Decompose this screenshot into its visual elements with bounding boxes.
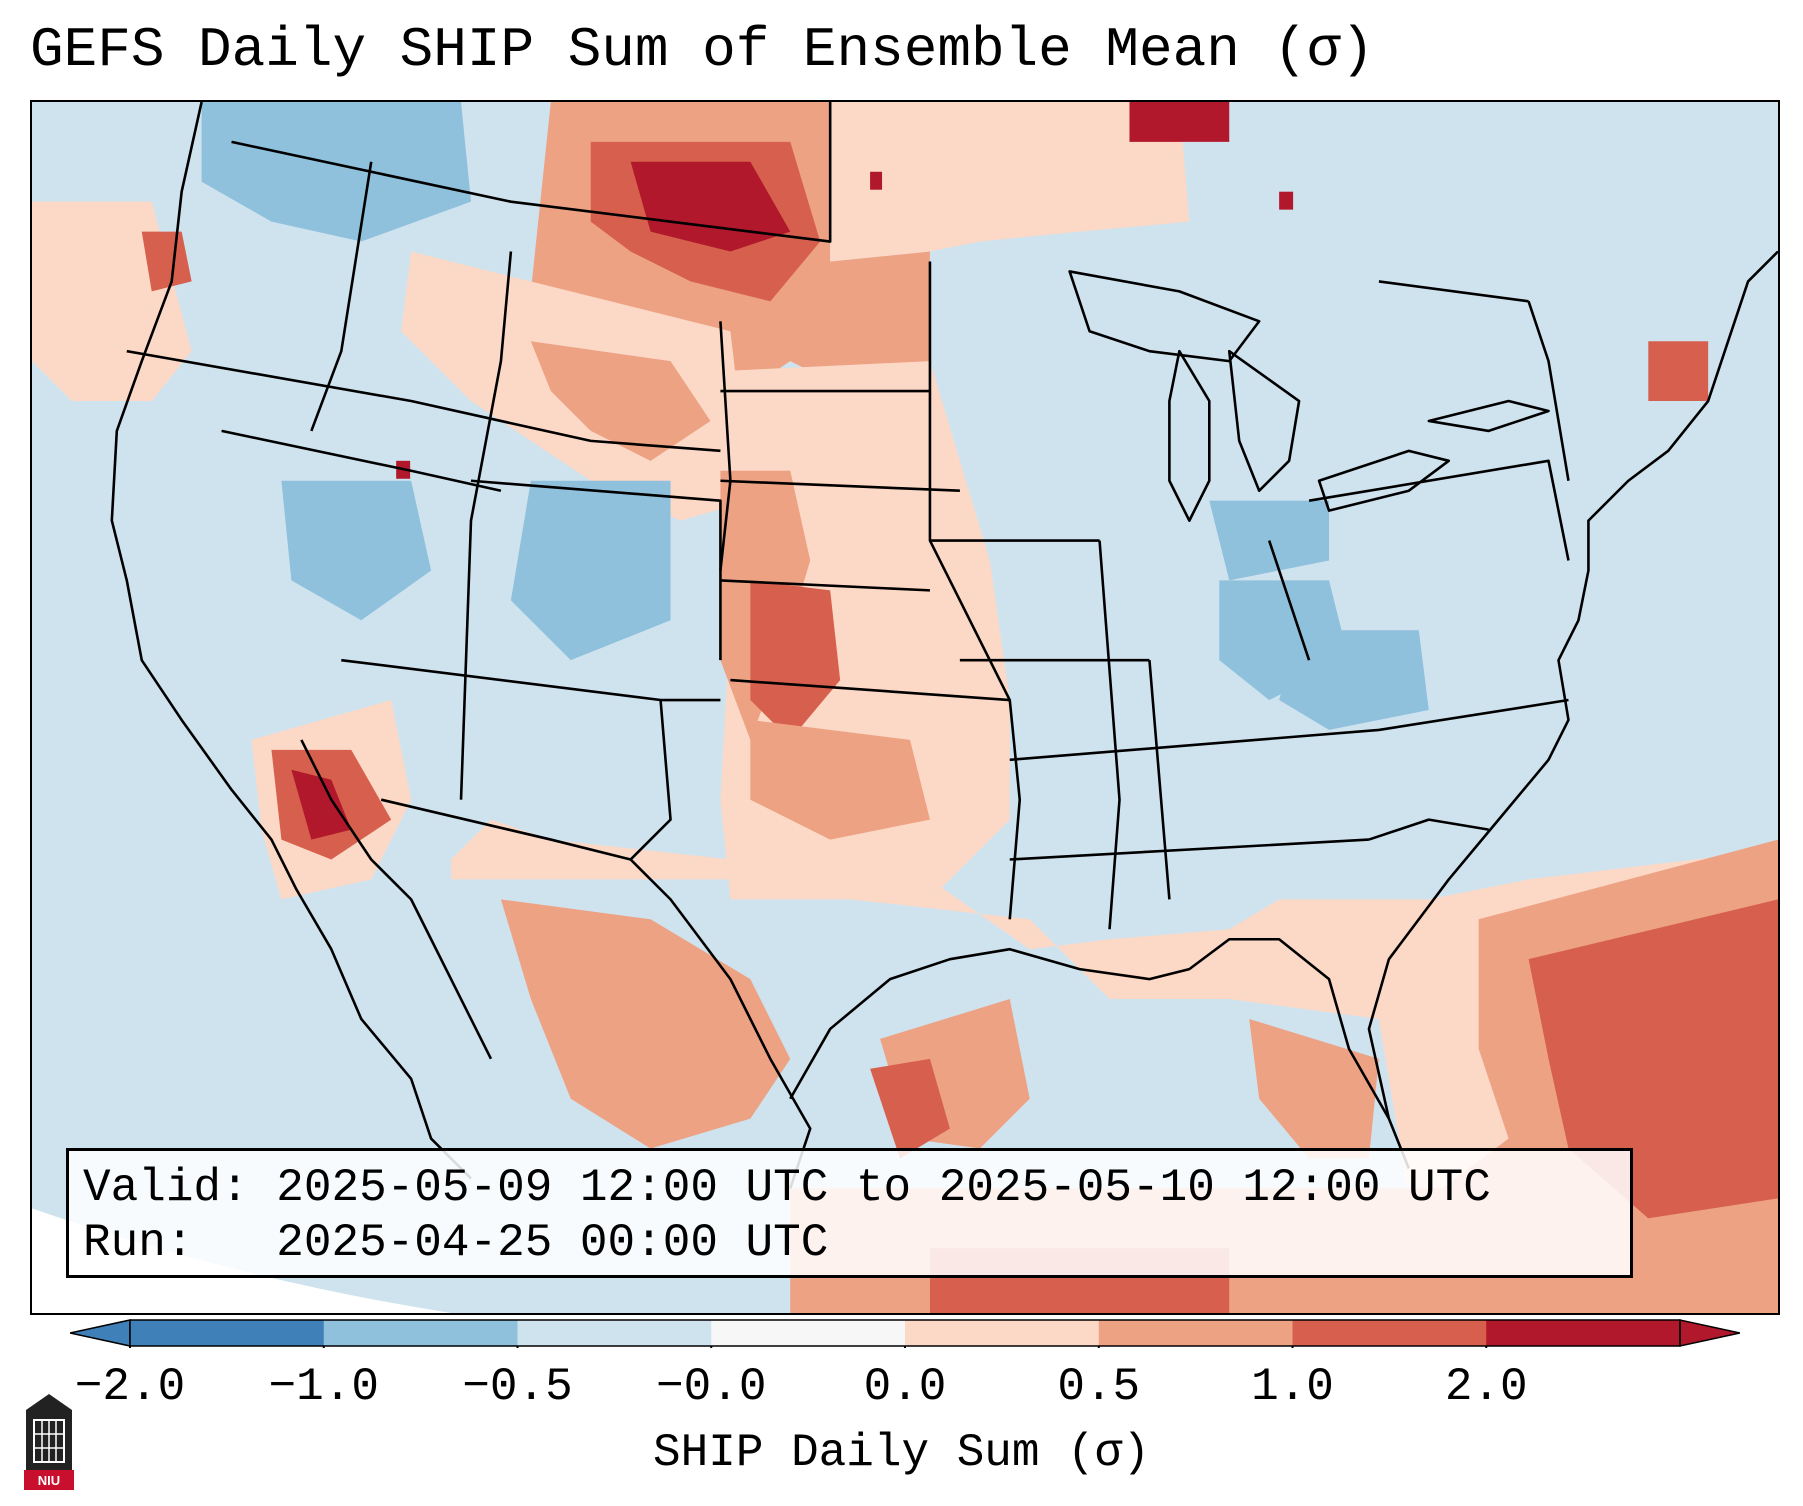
colorbar-segment — [323, 1320, 518, 1346]
run-row: Run: 2025-04-25 00:00 UTC — [83, 1216, 1616, 1271]
valid-row: Valid: 2025-05-09 12:00 UTC to 2025-05-1… — [83, 1161, 1616, 1216]
colorbar-tick-label: −2.0 — [74, 1361, 186, 1413]
colorbar-svg — [70, 1319, 1740, 1348]
anomaly-shading — [32, 102, 1778, 1313]
chart-title: GEFS Daily SHIP Sum of Ensemble Mean (σ) — [30, 18, 1375, 82]
state-boundaries — [110, 102, 1778, 1189]
colorbar-extend-high — [1679, 1319, 1740, 1347]
colorbar-segment — [905, 1320, 1100, 1346]
valid-label: Valid: — [83, 1162, 249, 1214]
colorbar-segment — [711, 1320, 906, 1346]
valid-value: 2025-05-09 12:00 UTC to 2025-05-10 12:00… — [276, 1162, 1491, 1214]
colorbar-segment — [1292, 1320, 1487, 1346]
colorbar — [70, 1318, 1740, 1348]
colorbar-segment — [130, 1320, 325, 1346]
colorbar-segment — [1486, 1320, 1681, 1346]
shaded-map — [32, 102, 1778, 1313]
colorbar-tick-label: 1.0 — [1251, 1361, 1334, 1413]
colorbar-extend-low — [70, 1319, 131, 1347]
colorbar-tick-label: −0.5 — [462, 1361, 573, 1413]
colorbar-tick-label: −1.0 — [268, 1361, 379, 1413]
colorbar-tick-label: 0.5 — [1057, 1361, 1141, 1413]
colorbar-segment — [517, 1320, 712, 1346]
map-panel — [30, 100, 1780, 1315]
university-tower-logo-icon: NIU — [24, 1394, 74, 1490]
logo-text: NIU — [38, 1473, 60, 1488]
colorbar-tick-label: −0.0 — [656, 1361, 767, 1413]
run-info-box: Valid: 2025-05-09 12:00 UTC to 2025-05-1… — [66, 1148, 1633, 1278]
colorbar-segment — [1098, 1320, 1293, 1346]
colorbar-tick-label: 0.0 — [863, 1361, 947, 1413]
run-label: Run: — [83, 1217, 194, 1269]
colorbar-tick-label: 2.0 — [1444, 1361, 1528, 1413]
off-projection-area — [32, 1208, 452, 1313]
run-value: 2025-04-25 00:00 UTC — [276, 1217, 829, 1269]
colorbar-label: SHIP Daily Sum (σ) — [653, 1427, 1150, 1479]
